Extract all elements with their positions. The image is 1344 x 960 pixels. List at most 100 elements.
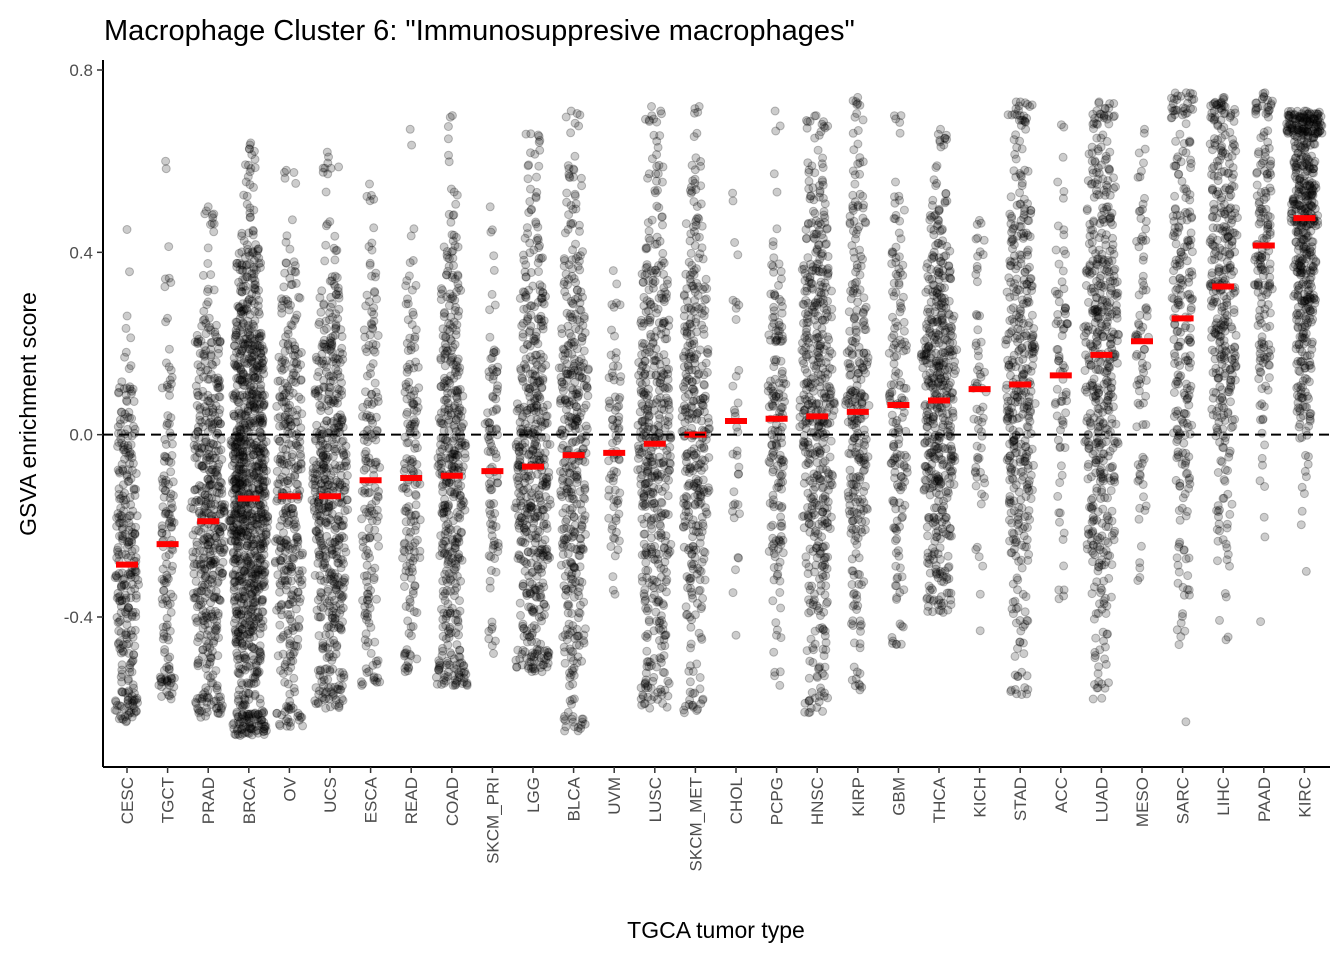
data-point xyxy=(128,701,138,711)
data-point xyxy=(569,341,579,351)
data-point xyxy=(193,588,203,598)
data-point xyxy=(288,350,298,360)
data-point xyxy=(560,711,570,721)
data-point xyxy=(130,567,140,577)
data-point xyxy=(518,537,528,547)
data-point xyxy=(124,525,134,535)
data-point xyxy=(370,378,380,388)
data-point xyxy=(295,293,305,303)
data-point xyxy=(121,323,131,333)
data-point xyxy=(229,353,239,363)
data-point xyxy=(295,577,305,587)
data-point xyxy=(531,331,541,341)
data-point xyxy=(560,228,570,238)
data-point xyxy=(402,526,411,536)
data-point xyxy=(127,612,137,622)
data-point xyxy=(364,667,374,676)
data-point xyxy=(165,517,175,526)
data-point xyxy=(259,708,269,718)
data-point xyxy=(321,187,331,197)
data-point xyxy=(214,701,224,711)
data-point xyxy=(329,549,338,559)
data-point xyxy=(296,452,306,462)
data-point xyxy=(535,448,545,458)
data-point xyxy=(519,344,529,354)
data-point xyxy=(162,662,172,672)
data-point xyxy=(445,289,455,299)
data-point xyxy=(126,333,136,343)
data-point xyxy=(446,334,455,344)
data-point xyxy=(247,535,256,545)
data-point xyxy=(370,287,379,296)
data-point xyxy=(236,425,246,435)
data-point xyxy=(583,391,593,401)
data-point xyxy=(361,456,371,466)
data-point xyxy=(157,521,167,531)
data-point xyxy=(541,291,550,301)
data-point xyxy=(523,383,533,393)
data-point xyxy=(319,339,329,349)
data-point xyxy=(320,545,330,555)
data-point xyxy=(246,385,256,395)
data-point xyxy=(277,365,287,375)
data-point xyxy=(366,648,376,658)
data-point xyxy=(565,681,574,691)
data-point xyxy=(442,270,452,280)
data-point xyxy=(540,535,550,545)
data-point xyxy=(329,279,339,289)
data-point xyxy=(330,231,340,241)
data-point xyxy=(273,535,283,545)
data-point xyxy=(205,479,215,489)
data-point xyxy=(325,702,335,712)
data-point xyxy=(245,140,255,150)
data-point xyxy=(414,383,424,393)
data-point xyxy=(254,285,264,295)
data-point xyxy=(361,387,370,397)
data-point xyxy=(259,466,269,476)
data-point xyxy=(364,592,374,602)
data-point xyxy=(115,468,125,478)
data-point xyxy=(514,550,524,560)
data-point xyxy=(125,413,134,423)
data-point xyxy=(113,618,123,627)
data-point xyxy=(129,421,138,431)
data-point xyxy=(249,471,259,480)
data-point xyxy=(449,187,459,197)
data-point xyxy=(513,460,523,470)
data-point xyxy=(324,389,334,399)
data-point xyxy=(117,596,127,606)
data-point xyxy=(450,586,460,595)
data-point xyxy=(332,642,342,652)
data-point xyxy=(573,726,583,736)
data-point xyxy=(613,545,623,555)
data-point xyxy=(196,482,206,491)
data-point xyxy=(125,700,135,710)
data-point xyxy=(116,428,126,438)
data-point xyxy=(409,390,419,400)
data-point xyxy=(159,585,169,595)
data-point xyxy=(438,487,448,497)
swarm-READ xyxy=(398,124,425,677)
data-point xyxy=(126,586,136,596)
data-point xyxy=(209,592,219,602)
data-point xyxy=(607,524,617,534)
data-point xyxy=(565,668,574,678)
data-point xyxy=(526,321,536,331)
data-point xyxy=(162,570,172,580)
data-point xyxy=(365,179,374,189)
swarm-UVM xyxy=(604,266,626,599)
data-point xyxy=(127,695,137,705)
data-point xyxy=(257,565,267,575)
data-point xyxy=(287,452,297,462)
data-point xyxy=(165,493,175,503)
data-point xyxy=(560,355,570,365)
data-point xyxy=(126,658,136,668)
data-point xyxy=(127,667,137,677)
data-point xyxy=(280,662,290,672)
data-point xyxy=(566,128,576,138)
data-point xyxy=(249,182,258,192)
data-point xyxy=(233,541,243,551)
data-point xyxy=(411,490,421,499)
data-point xyxy=(199,306,209,316)
data-point xyxy=(360,635,370,645)
